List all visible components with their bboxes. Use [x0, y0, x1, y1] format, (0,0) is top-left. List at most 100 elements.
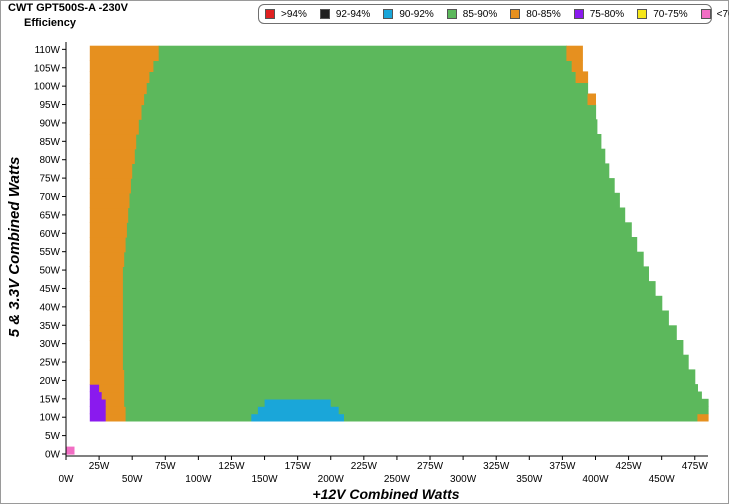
heatmap-cell [251, 413, 345, 422]
y-tick-label: 5W [45, 431, 61, 442]
legend-swatch [383, 9, 394, 19]
y-tick-label: 35W [39, 321, 60, 332]
heatmap-cell [124, 251, 644, 267]
y-tick-label: 75W [39, 174, 60, 185]
heatmap-cell [125, 237, 638, 253]
y-tick-label: 60W [39, 229, 60, 240]
x-tick-label: 375W [549, 461, 576, 472]
heatmap-cell [124, 391, 702, 400]
heatmap-cell [122, 295, 663, 312]
heatmap-cell [136, 134, 602, 150]
heatmap-cell [89, 71, 150, 83]
heatmap-cell [105, 406, 127, 415]
legend-label: 92-94% [335, 8, 371, 20]
legend-item: 80-85% [510, 8, 561, 20]
heatmap-cell [124, 384, 698, 393]
heatmap-cell [89, 384, 100, 393]
legend-item: <70% [700, 8, 729, 20]
y-tick-label: 70W [39, 192, 60, 203]
heatmap-cell [129, 192, 620, 209]
chart-title: CWT GPT500S-A -230V [8, 2, 129, 14]
x-tick-label: 450W [649, 474, 676, 485]
heatmap-cell [124, 398, 266, 407]
heatmap-cell [122, 325, 677, 341]
heatmap-cell [134, 148, 606, 164]
heatmap-cell [89, 251, 125, 267]
heatmap-cell [146, 82, 589, 95]
y-tick-label: 30W [39, 339, 60, 350]
y-tick-label: 40W [39, 302, 60, 313]
heatmap-cell [89, 281, 124, 297]
heatmap-cell [128, 207, 626, 223]
y-tick-label: 50W [39, 266, 60, 277]
y-axis-label: 5 & 3.3V Combined Watts [6, 157, 23, 338]
legend-item: 70-75% [637, 9, 688, 20]
x-tick-label: 250W [384, 474, 411, 485]
heatmap-cells [66, 45, 709, 455]
heatmap-cell [141, 104, 597, 120]
heatmap-cell [89, 266, 124, 282]
x-tick-label: 75W [155, 461, 176, 472]
legend-label: >94% [281, 8, 307, 20]
axes: 0W 5W 10W 15W 20W 25W 30W 35W 40W 45W 50W 55W 60W 65W… [34, 42, 709, 485]
heatmap-cell [89, 222, 128, 238]
legend-label: 90-92% [399, 8, 434, 20]
y-tick-label: 0W [45, 450, 61, 461]
heatmap-cell [89, 237, 127, 253]
heatmap-cell [89, 340, 124, 356]
heatmap-cell [89, 207, 129, 223]
legend-swatch [319, 9, 330, 19]
heatmap-cell [89, 60, 154, 72]
heatmap-cell [89, 82, 148, 95]
legend-swatch [573, 9, 584, 19]
heatmap-cell [89, 310, 124, 326]
x-tick-label: 0W [59, 474, 75, 485]
x-tick-label: 125W [218, 461, 245, 472]
heatmap-cell [89, 163, 133, 179]
heatmap-cell [99, 384, 125, 393]
x-axis-label: +12V Combined Watts [312, 486, 459, 502]
heatmap-cell [257, 406, 340, 415]
heatmap-cell [89, 192, 131, 209]
y-tick-label: 90W [39, 118, 60, 129]
legend-swatch [510, 9, 521, 19]
heatmap-cell [89, 406, 107, 415]
heatmap-cell [89, 369, 125, 385]
legend-label: <70% [716, 8, 729, 20]
heatmap-cell [338, 406, 709, 415]
x-tick-label: 200W [318, 474, 345, 485]
heatmap-cell [153, 60, 573, 72]
heatmap-cell [66, 446, 75, 455]
y-tick-label: 15W [39, 394, 60, 405]
heatmap-cell [125, 413, 252, 422]
legend-label: 85-90% [462, 8, 498, 20]
legend-swatch [700, 9, 711, 19]
heatmap-cell [124, 369, 696, 385]
heatmap-cell [122, 310, 669, 326]
heatmap-cell [122, 354, 689, 370]
heatmap-cell [89, 119, 140, 135]
heatmap-cell [89, 325, 124, 341]
y-tick-label: 25W [39, 358, 60, 369]
heatmap-cell [130, 178, 615, 194]
x-tick-label: 475W [682, 461, 709, 472]
x-tick-label: 425W [616, 461, 643, 472]
chart-subtitle: Efficiency [24, 17, 76, 29]
heatmap-cell [89, 178, 132, 194]
heatmap-cell [105, 398, 125, 407]
x-tick-label: 50W [122, 474, 143, 485]
y-tick-label: 45W [39, 284, 60, 295]
legend-swatch [265, 9, 275, 19]
heatmap-cell [126, 222, 632, 238]
heatmap-cell [101, 391, 125, 400]
heatmap-cell [122, 340, 684, 356]
x-tick-label: 175W [285, 461, 312, 472]
heatmap-cell [89, 391, 103, 400]
legend-label: 80-85% [526, 8, 561, 20]
x-tick-label: 225W [351, 461, 378, 472]
heatmap-cell [575, 71, 589, 83]
heatmap-cell [330, 398, 709, 407]
heatmap-cell [105, 413, 127, 422]
heatmap-cell [149, 71, 577, 83]
